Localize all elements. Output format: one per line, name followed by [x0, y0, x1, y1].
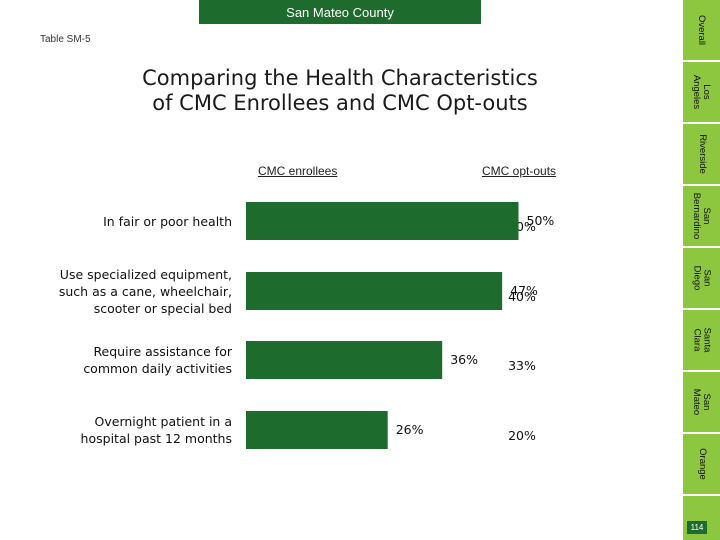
enrollee-bar	[246, 341, 443, 379]
sidebar-tab-label-line: Santa	[701, 327, 713, 353]
sidebar-tab[interactable]: Los Angeles	[683, 62, 720, 124]
enrollee-value-label: 26%	[396, 422, 424, 437]
sidebar-tab-label-line: San	[701, 207, 713, 225]
title-line-2: of CMC Enrollees and CMC Opt-outs	[152, 91, 528, 115]
sidebar-tab-label: San Bernardino	[691, 192, 713, 240]
row-label-line: common daily activities	[83, 361, 232, 376]
sidebar-tab[interactable]: San Bernardino	[683, 186, 720, 248]
sidebar-tab[interactable]: Orange	[683, 434, 720, 496]
column-header-enrollees: CMC enrollees	[258, 164, 338, 178]
sidebar-tab[interactable]: San Mateo	[683, 372, 720, 434]
county-sidebar: Overall Los Angeles Riverside San Bernardino S…	[683, 0, 720, 540]
row-label-line: hospital past 12 months	[80, 431, 232, 446]
sidebar-tab-label-line: Mateo	[691, 388, 703, 416]
row-label-line: Overnight patient in a	[94, 414, 232, 429]
table-id: Table SM-5	[40, 34, 91, 45]
optout-value-label: 20%	[508, 428, 536, 443]
title-line-1: Comparing the Health Characteristics	[142, 66, 538, 90]
enrollee-bar	[246, 272, 503, 310]
enrollee-value-label: 50%	[527, 213, 555, 228]
sidebar-tab-label: Overall	[696, 14, 708, 46]
row-label: Require assistance for common daily activ…	[22, 343, 232, 377]
sidebar-tab[interactable]: Overall	[683, 0, 720, 62]
sidebar-tab-label: Orange	[696, 448, 708, 480]
sidebar-tab[interactable]: Riverside	[683, 124, 720, 186]
row-label: Use specialized equipment, such as a cane…	[22, 266, 232, 317]
sidebar-tab-label: San Diego	[691, 265, 713, 291]
row-label-line: such as a cane, wheelchair,	[58, 283, 232, 299]
enrollee-value-label: 36%	[450, 352, 478, 367]
sidebar-tab-label: San Mateo	[691, 388, 713, 416]
optout-value-label: 33%	[508, 358, 536, 373]
enrollee-value-label: 47%	[510, 283, 538, 298]
sidebar-tab-label-line: Overall	[696, 14, 708, 46]
county-header-tab: San Mateo County	[199, 0, 481, 24]
sidebar-tab[interactable]: Santa Clara	[683, 310, 720, 372]
enrollee-bar	[246, 411, 388, 449]
optout-value-label: 40%	[508, 289, 536, 304]
sidebar-tab-label-line: Diego	[691, 265, 703, 291]
sidebar-tab-label-line: Riverside	[696, 134, 708, 174]
page-number: 114	[687, 521, 707, 534]
sidebar-tab-label-line: Clara	[691, 328, 703, 352]
sidebar-tab-label-line: Bernardino	[691, 192, 703, 240]
row-label-line: In fair or poor health	[103, 213, 232, 229]
row-label: In fair or poor health	[22, 213, 232, 230]
sidebar-tab-label: Riverside	[696, 134, 708, 174]
county-header-label: San Mateo County	[286, 4, 394, 20]
sidebar-tab-label-line: San	[701, 393, 713, 411]
sidebar-tab[interactable]: San Diego	[683, 248, 720, 310]
enrollee-bar	[246, 202, 519, 240]
row-label-line: Require assistance for	[93, 344, 232, 359]
sidebar-tab-label-line: San	[701, 269, 713, 287]
sidebar-tab-label-line: Angeles	[691, 74, 703, 110]
row-label-line: scooter or special bed	[93, 300, 232, 316]
sidebar-tab-label-line: Orange	[696, 448, 708, 480]
row-label-line: Use specialized equipment,	[59, 266, 232, 282]
page-title: Comparing the Health Characteristics of …	[100, 66, 580, 116]
column-header-optouts: CMC opt-outs	[482, 164, 557, 178]
sidebar-tab-label: Los Angeles	[691, 74, 713, 110]
sidebar-tab-label: Santa Clara	[691, 327, 713, 353]
row-label: Overnight patient in a hospital past 12 m…	[22, 413, 232, 447]
sidebar-tab-label-line: Los	[701, 84, 713, 100]
